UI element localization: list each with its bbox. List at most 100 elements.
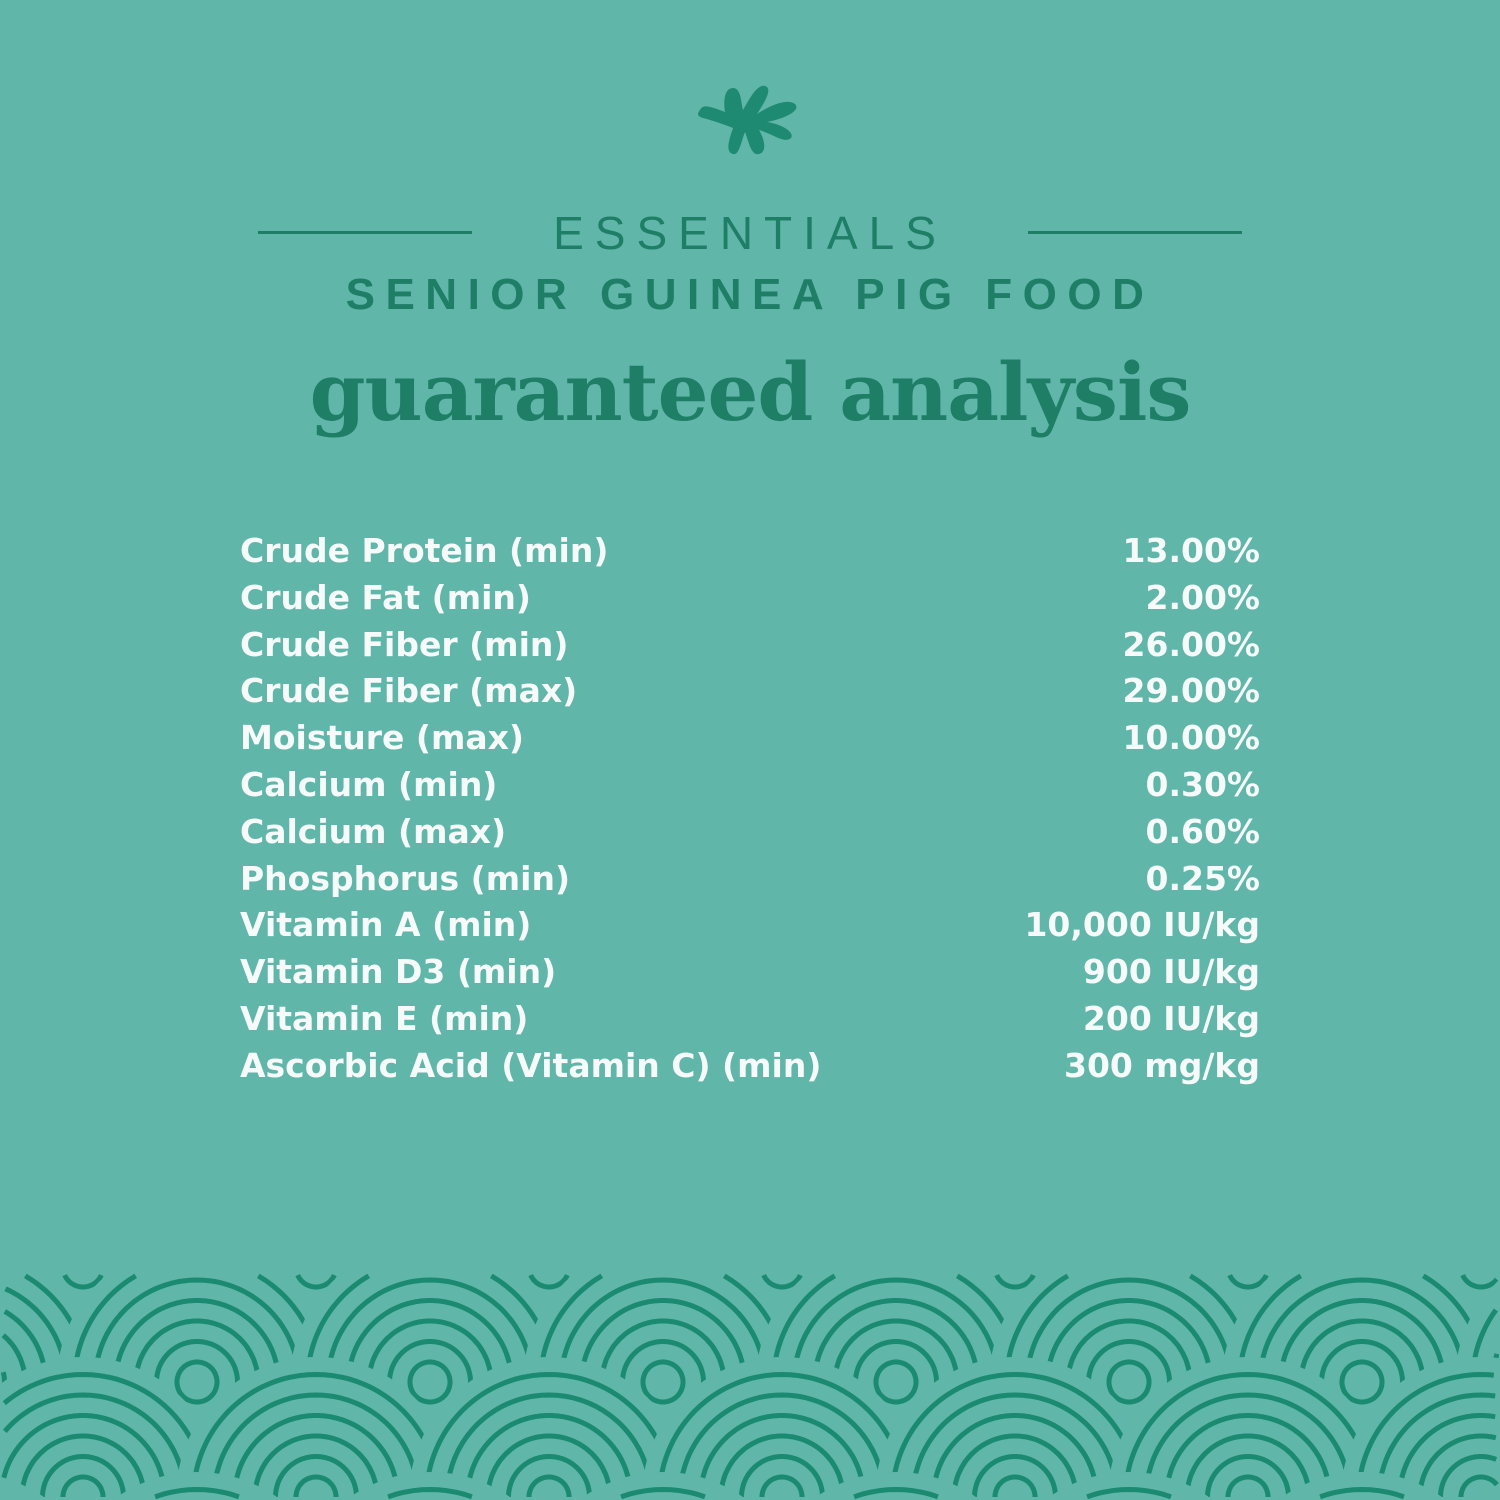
ring	[677, 1392, 887, 1498]
nutrient-label: Crude Fiber (min)	[240, 624, 569, 664]
wave-pattern	[0, 1272, 1500, 1500]
nutrient-label: Moisture (max)	[240, 718, 524, 758]
ring	[174, 1359, 220, 1405]
ring	[1460, 1274, 1499, 1290]
table-row: Crude Protein (min) 13.00%	[240, 528, 1260, 575]
ring	[40, 1454, 126, 1497]
ring-backdrop	[176, 1357, 456, 1500]
table-row: Crude Fiber (max) 29.00%	[240, 668, 1260, 715]
nutrient-label: Calcium (max)	[240, 811, 507, 851]
table-row: Crude Fiber (min) 26.00%	[240, 622, 1260, 669]
ring	[1086, 1486, 1172, 1500]
ring	[1397, 1413, 1496, 1497]
nutrient-label: Crude Fiber (max)	[240, 671, 578, 711]
ring	[718, 1433, 846, 1497]
ring-backdrop	[1222, 1472, 1500, 1500]
ring-backdrop	[756, 1472, 1036, 1500]
ring	[293, 1474, 339, 1497]
nutrient-label: Vitamin E (min)	[240, 998, 529, 1038]
table-row: Ascorbic Acid (Vitamin C) (min) 300 mg/kg	[240, 1043, 1260, 1090]
ring	[739, 1454, 825, 1497]
ring	[1205, 1454, 1291, 1497]
ring	[191, 1371, 441, 1498]
ring-group	[0, 1472, 104, 1500]
ring	[620, 1486, 706, 1500]
ring-group	[1341, 1357, 1500, 1500]
ring	[873, 1359, 919, 1405]
nutrient-label: Calcium (min)	[240, 764, 498, 804]
ring	[640, 1359, 686, 1405]
table-row: Vitamin A (min) 10,000 IU/kg	[240, 902, 1260, 949]
ring	[1356, 1371, 1495, 1493]
ring	[485, 1433, 613, 1497]
ring	[407, 1359, 453, 1405]
ring-group	[875, 1357, 1155, 1500]
ring-backdrop	[523, 1472, 803, 1500]
ring-group	[1108, 1357, 1388, 1500]
ring	[992, 1474, 1038, 1497]
product-subtitle: SENIOR GUINEA PIG FOOD	[345, 270, 1155, 319]
ring	[387, 1486, 473, 1500]
page-title: guaranteed analysis	[309, 345, 1192, 439]
table-row: Vitamin E (min) 200 IU/kg	[240, 996, 1260, 1043]
ring	[910, 1392, 1120, 1498]
ring	[154, 1486, 240, 1500]
nutrient-value: 10,000 IU/kg	[1024, 905, 1260, 945]
ring	[444, 1392, 654, 1498]
nutrient-value: 300 mg/kg	[1063, 1045, 1260, 1085]
ring-backdrop	[57, 1472, 337, 1500]
ring	[1227, 1274, 1269, 1290]
ring	[1143, 1392, 1353, 1498]
ring	[0, 1413, 167, 1497]
ring-group	[756, 1472, 1036, 1500]
ring	[1458, 1474, 1499, 1497]
ring	[1376, 1392, 1496, 1498]
nutrient-value: 0.60%	[1145, 811, 1261, 851]
ring	[853, 1486, 939, 1500]
divider	[1028, 231, 1242, 234]
ring	[60, 1474, 106, 1497]
nutrient-value: 900 IU/kg	[1082, 952, 1260, 992]
nutrient-value: 13.00%	[1122, 531, 1260, 570]
ring-backdrop	[0, 1472, 104, 1500]
nutrient-label: Crude Fat (min)	[240, 577, 531, 617]
leaf-icon	[698, 85, 797, 155]
table-row: Moisture (max) 10.00%	[240, 715, 1260, 762]
ring	[232, 1413, 400, 1497]
ring	[295, 1274, 337, 1290]
ring-group	[642, 1357, 922, 1500]
table-row: Calcium (min) 0.30%	[240, 762, 1260, 809]
nutrient-value: 200 IU/kg	[1082, 998, 1260, 1038]
nutrient-label: Vitamin D3 (min)	[240, 952, 557, 992]
ring-group	[409, 1357, 689, 1500]
ring-group	[290, 1472, 570, 1500]
ring	[528, 1274, 570, 1290]
nutrient-value: 2.00%	[1145, 577, 1261, 617]
nutrient-label: Ascorbic Acid (Vitamin C) (min)	[240, 1045, 822, 1085]
ring-backdrop	[290, 1472, 570, 1500]
nutrient-label: Vitamin A (min)	[240, 905, 532, 945]
ring-group	[176, 1357, 456, 1500]
ring	[657, 1371, 907, 1498]
table-row: Calcium (max) 0.60%	[240, 809, 1260, 856]
ring-group	[523, 1472, 803, 1500]
divider	[258, 231, 472, 234]
ring	[526, 1474, 572, 1497]
ring-backdrop	[642, 1357, 922, 1500]
nutrient-value: 0.25%	[1145, 858, 1261, 898]
table-row: Crude Fat (min) 2.00%	[240, 575, 1260, 622]
ring	[19, 1433, 147, 1497]
analysis-table: Crude Protein (min) 13.00% Crude Fat (min)…	[240, 528, 1260, 1090]
ring	[1164, 1413, 1332, 1497]
ring	[1438, 1454, 1498, 1497]
ring	[890, 1371, 1140, 1498]
ring	[506, 1454, 592, 1497]
ring	[951, 1433, 1079, 1497]
nutrient-value: 0.30%	[1145, 764, 1261, 804]
ring	[1184, 1433, 1312, 1497]
ring	[424, 1371, 674, 1498]
ring	[761, 1274, 803, 1290]
nutrient-value: 29.00%	[1122, 671, 1260, 711]
ring-group	[989, 1472, 1269, 1500]
ring	[211, 1392, 421, 1498]
